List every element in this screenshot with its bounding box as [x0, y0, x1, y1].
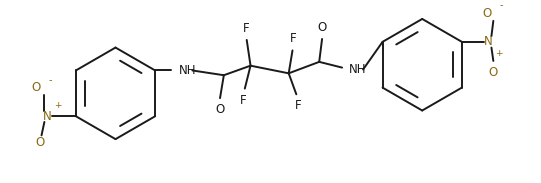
Text: O: O — [489, 66, 498, 79]
Text: F: F — [295, 99, 301, 112]
Text: F: F — [290, 32, 297, 46]
Text: +: + — [495, 48, 503, 57]
Text: NH: NH — [349, 63, 366, 76]
Text: O: O — [35, 137, 44, 150]
Text: -: - — [499, 0, 503, 10]
Text: O: O — [482, 7, 491, 20]
Text: O: O — [215, 103, 225, 116]
Text: N: N — [43, 110, 51, 123]
Text: NH: NH — [179, 64, 196, 77]
Text: N: N — [484, 35, 493, 48]
Text: F: F — [240, 94, 246, 107]
Text: +: + — [54, 101, 62, 110]
Text: F: F — [242, 22, 249, 35]
Text: -: - — [48, 75, 52, 85]
Text: O: O — [31, 81, 41, 94]
Text: O: O — [318, 21, 327, 34]
